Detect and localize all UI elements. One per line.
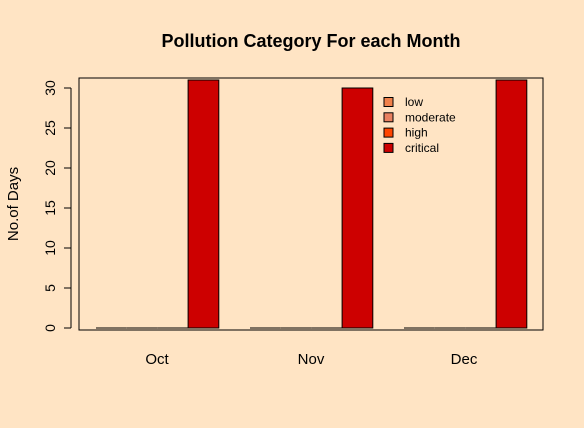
legend-label: moderate — [405, 110, 456, 124]
bar-nov-critical — [341, 87, 374, 329]
legend-swatch — [383, 142, 394, 153]
x-tick-label: Oct — [145, 351, 169, 368]
bar-oct-critical — [187, 79, 220, 329]
y-tick-label: 30 — [42, 80, 58, 96]
x-tick-label: Dec — [451, 351, 478, 368]
y-tick-label: 20 — [42, 160, 58, 176]
y-tick-label: 10 — [42, 240, 58, 256]
bar-dec-critical — [495, 79, 528, 329]
legend-swatch — [383, 127, 394, 138]
legend-swatch — [383, 112, 394, 123]
y-tick-label: 15 — [42, 200, 58, 216]
legend-label: high — [405, 126, 428, 140]
y-tick-label: 0 — [42, 324, 58, 332]
x-axis-labels: Oct Nov Dec — [145, 351, 478, 368]
y-axis-ticks: 0 5 10 15 20 25 30 — [42, 80, 71, 332]
plot-frame — [78, 77, 544, 331]
legend-swatch — [383, 97, 394, 107]
legend-label: low — [405, 95, 423, 109]
y-axis-label: No.of Days — [5, 167, 22, 241]
y-tick-label: 5 — [42, 284, 58, 292]
bars — [96, 79, 528, 329]
legend-label: critical — [405, 141, 439, 155]
chart-title: Pollution Category For each Month — [161, 31, 460, 51]
x-tick-label: Nov — [298, 351, 325, 368]
y-tick-label: 25 — [42, 120, 58, 136]
